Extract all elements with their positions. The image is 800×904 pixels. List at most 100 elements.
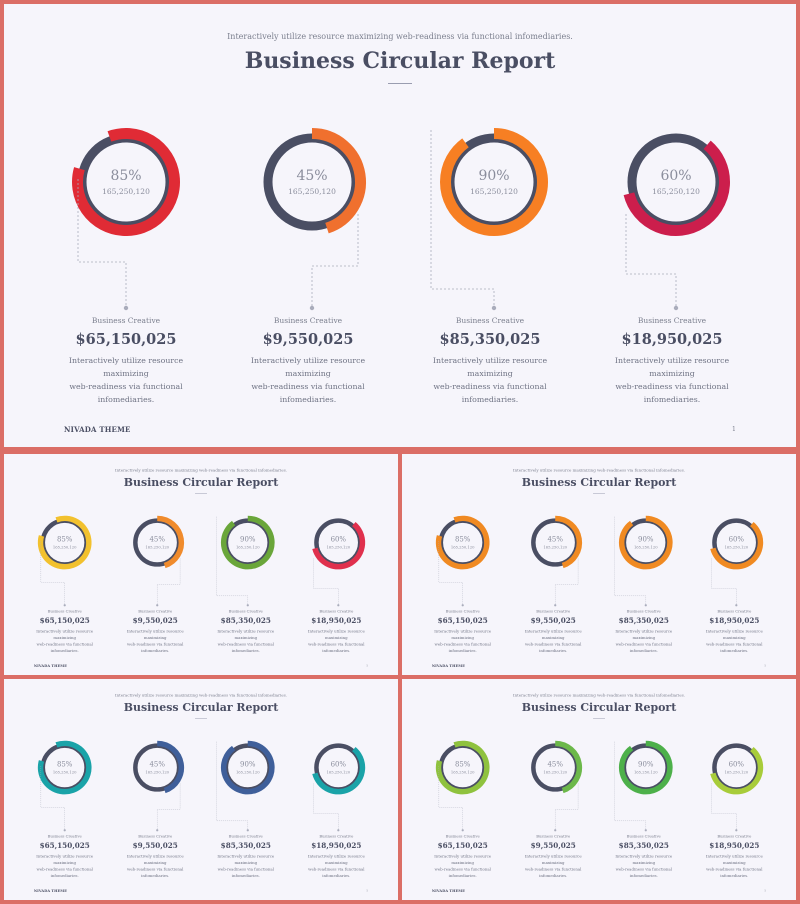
connector-dot [63, 829, 66, 832]
page-number: 1 [764, 663, 767, 668]
ring-progress-arc [312, 746, 366, 795]
column-label: Business Creative [319, 834, 354, 839]
connector-line [216, 516, 248, 605]
connector-line [555, 783, 579, 830]
ring-svg: 60% 165,250,120 [710, 518, 764, 570]
ring-percent-label: 85% [57, 761, 73, 769]
ring-sub-value: 165,250,120 [53, 771, 77, 775]
column-description: Interactively utilize resource maximizin… [250, 356, 366, 404]
ring-chart-2: 45% 165,250,120 [247, 117, 377, 247]
column-description: Interactively utilize resource maximizin… [434, 629, 492, 653]
connector-dot [554, 604, 557, 607]
ring-percent-label: 90% [478, 168, 509, 184]
column-description: Interactively utilize resource maximizin… [705, 629, 763, 653]
ring-progress-arc [435, 740, 490, 795]
column-label: Business Creative [626, 834, 661, 839]
column-amount: $65,150,025 [437, 841, 488, 851]
connector-line [430, 130, 495, 306]
ring-svg: 90% 165,250,120 [618, 740, 673, 795]
ring-svg: 45% 165,250,120 [263, 128, 366, 234]
column-amount: $65,150,025 [39, 841, 90, 851]
ring-percent-label: 85% [57, 536, 73, 544]
column-amount: $9,550,025 [530, 841, 576, 851]
ring-percent-label: 85% [110, 168, 141, 184]
ring-percent-label: 90% [638, 761, 654, 769]
ring-sub-value: 165,250,120 [543, 771, 567, 775]
info-column-2: Business Creative $9,550,025 Interactive… [516, 609, 591, 654]
slide-variant-teal: Interactively utilize resource maximizin… [4, 679, 398, 900]
info-column-4: Business Creative $18,950,025 Interactiv… [299, 834, 374, 879]
ring-sub-value: 165,250,120 [102, 187, 150, 196]
connector-dot [461, 829, 464, 832]
connector-line [311, 214, 359, 306]
connector-line [614, 516, 646, 605]
ring-progress-arc [710, 746, 764, 795]
connector-lines [77, 130, 679, 311]
page-number: 1 [366, 888, 369, 893]
ring-sub-value: 165,250,120 [543, 546, 567, 550]
column-amount: $9,550,025 [132, 841, 178, 851]
ring-percent-label: 60% [729, 536, 745, 544]
ring-sub-value: 165,250,120 [634, 546, 658, 550]
connector-dot [673, 305, 679, 311]
column-description: Interactively utilize resource maximizin… [434, 854, 492, 878]
column-description: Interactively utilize resource maximizin… [307, 854, 365, 878]
slide-content: Interactively utilize resource maximizin… [4, 679, 398, 899]
connector-lines [40, 741, 340, 832]
column-label: Business Creative [319, 609, 354, 614]
footer-brand: NIVADA THEME [64, 425, 131, 434]
slide-variant-yellow: Interactively utilize resource maximizin… [4, 454, 398, 675]
connector-lines [40, 516, 340, 607]
ring-chart-4: 60% 165,250,120 [704, 510, 769, 575]
ring-chart-2: 45% 165,250,120 [125, 510, 190, 575]
ring-svg: 85% 165,250,120 [435, 515, 490, 570]
slide-subtitle: Interactively utilize resource maximizin… [227, 32, 573, 41]
ring-svg: 45% 165,250,120 [133, 740, 185, 794]
connector-dot [735, 604, 738, 607]
ring-percent-label: 45% [547, 761, 563, 769]
ring-svg: 45% 165,250,120 [133, 515, 185, 569]
connector-dot [156, 604, 159, 607]
connector-lines [438, 516, 738, 607]
ring-sub-value: 165,250,120 [145, 771, 169, 775]
column-amount: $9,550,025 [262, 331, 354, 348]
column-description: Interactively utilize resource maximizin… [126, 629, 184, 653]
column-description: Interactively utilize resource maximizin… [524, 854, 582, 878]
ring-progress-arc [37, 515, 92, 570]
column-amount: $9,550,025 [530, 616, 576, 626]
title-divider [388, 83, 412, 84]
ring-percent-label: 60% [331, 536, 347, 544]
slide-subtitle: Interactively utilize resource maximizin… [513, 467, 686, 473]
ring-svg: 90% 165,250,120 [220, 740, 275, 795]
connector-line [555, 558, 579, 605]
connector-line [625, 214, 677, 306]
slide-content: Interactively utilize resource maximizin… [4, 4, 796, 447]
slide-variant-orange: Interactively utilize resource maximizin… [402, 454, 796, 675]
column-amount: $65,150,025 [39, 616, 90, 626]
ring-svg: 85% 165,250,120 [37, 515, 92, 570]
ring-chart-1: 85% 165,250,120 [430, 510, 495, 575]
ring-svg: 90% 165,250,120 [440, 128, 548, 236]
ring-progress-arc [220, 515, 275, 570]
ring-sub-value: 165,250,120 [634, 771, 658, 775]
info-column-4: Business Creative $18,950,025 Interactiv… [597, 316, 747, 406]
info-column-3: Business Creative $85,350,025 Interactiv… [415, 316, 565, 406]
connector-line [157, 558, 181, 605]
ring-svg: 45% 165,250,120 [531, 740, 583, 794]
column-amount: $9,550,025 [132, 616, 178, 626]
info-column-2: Business Creative $9,550,025 Interactive… [233, 316, 383, 406]
connector-dot [337, 829, 340, 832]
column-label: Business Creative [47, 609, 82, 614]
column-amount: $65,150,025 [75, 331, 177, 348]
ring-svg: 45% 165,250,120 [531, 515, 583, 569]
connector-dot [554, 829, 557, 832]
ring-chart-3: 90% 165,250,120 [613, 735, 678, 800]
column-description: Interactively utilize resource maximizin… [126, 854, 184, 878]
connector-line [614, 741, 646, 830]
column-description: Interactively utilize resource maximizin… [217, 854, 275, 878]
ring-sub-value: 165,250,120 [451, 771, 475, 775]
ring-percent-label: 90% [638, 536, 654, 544]
info-column-2: Business Creative $9,550,025 Interactive… [118, 834, 193, 879]
column-label: Business Creative [637, 316, 707, 325]
column-amount: $85,350,025 [618, 616, 669, 626]
